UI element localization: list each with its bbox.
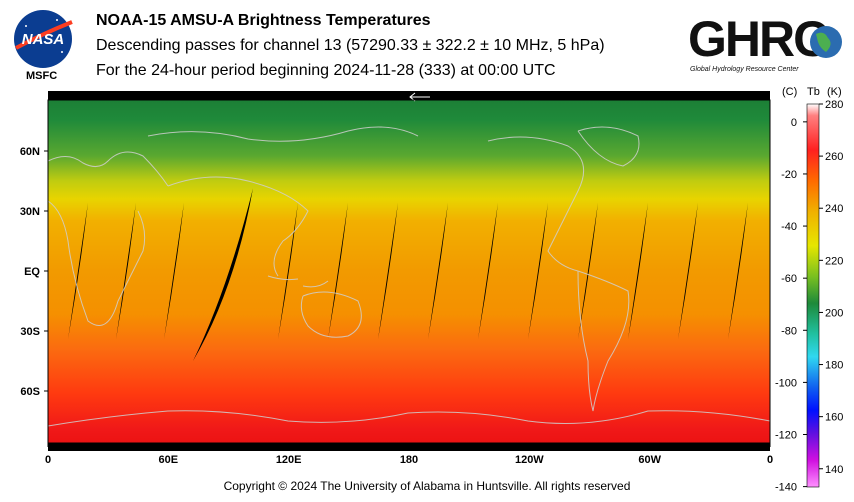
ghrc-logo: GHRC Global Hydrology Resource Center xyxy=(688,11,842,73)
swath-gap xyxy=(578,202,598,340)
svg-text:Global Hydrology Resource Cent: Global Hydrology Resource Center xyxy=(690,66,799,73)
colorbar-k-label: 280 xyxy=(825,99,843,111)
coastlines xyxy=(47,126,771,427)
map-background xyxy=(48,91,770,451)
latitude-label: 30N xyxy=(20,206,40,218)
nasa-logo: NASA xyxy=(14,10,73,68)
swath-gaps xyxy=(68,188,748,361)
swath-gap xyxy=(478,202,498,340)
page-title: NOAA-15 AMSU-A Brightness Temperatures xyxy=(96,12,431,29)
swath-gap xyxy=(278,202,298,340)
africa-coast xyxy=(47,200,146,326)
svg-text:NASA: NASA xyxy=(22,31,65,48)
swath-gap xyxy=(378,202,398,340)
msfc-label: MSFC xyxy=(26,70,58,82)
indonesia xyxy=(267,275,329,288)
swath-gap xyxy=(728,202,748,340)
copyright-footer: Copyright © 2024 The University of Alaba… xyxy=(223,479,631,493)
north-polar-gap xyxy=(48,91,770,100)
longitude-label: 60E xyxy=(159,454,179,466)
longitude-label: 0 xyxy=(767,454,773,466)
longitude-label: 0 xyxy=(45,454,51,466)
south-america-coast xyxy=(577,270,630,412)
europe-coast xyxy=(47,151,169,187)
colorbar-k-label: 240 xyxy=(825,203,843,215)
longitude-label: 120W xyxy=(515,454,544,466)
australia-coast xyxy=(300,291,362,338)
swath-gap xyxy=(68,202,88,340)
colorbar-k-label: 180 xyxy=(825,360,843,372)
period-label: For the 24-hour period beginning 2024-11… xyxy=(96,62,556,79)
colorbar-c-header: (C) xyxy=(782,86,798,98)
latitude-label: EQ xyxy=(24,266,40,278)
colorbar-k-label: 220 xyxy=(825,255,843,267)
north-america-coast xyxy=(487,136,585,272)
swath-gap xyxy=(328,202,348,340)
colorbar-c-label: -140 xyxy=(775,482,797,494)
longitude-label: 120E xyxy=(276,454,302,466)
swath-gap xyxy=(428,202,448,340)
colorbar-k-label: 260 xyxy=(825,151,843,163)
antarctica-coast xyxy=(47,410,771,427)
colorbar-c-label: 0 xyxy=(791,117,797,129)
brightness-map: 0 60E 120E 180 120W 60W 0 60N 30N EQ 30S 60S xyxy=(20,91,773,466)
colorbar-k-label: 200 xyxy=(825,307,843,319)
latitude-label: 60S xyxy=(20,386,40,398)
latitude-label: 30S xyxy=(20,326,40,338)
swath-gap xyxy=(528,202,548,340)
greenland-coast xyxy=(577,126,640,167)
svg-text:GHRC: GHRC xyxy=(688,11,828,67)
longitude-label: 180 xyxy=(400,454,418,466)
longitude-label: 60W xyxy=(638,454,661,466)
page-subtitle: Descending passes for channel 13 (57290.… xyxy=(96,37,605,54)
colorbar-k-label: 160 xyxy=(825,412,843,424)
latitude-label: 60N xyxy=(20,146,40,158)
colorbar: 280 260 240 220 200 180 160 140 0 -20 -40 -60 -80 -10… xyxy=(775,99,843,494)
colorbar-c-label: -20 xyxy=(781,169,797,181)
swath-gap xyxy=(116,202,136,340)
arctic-coast xyxy=(147,126,419,142)
colorbar-tb-header: Tb xyxy=(807,86,820,98)
latitude-ticks: 60N 30N EQ 30S 60S xyxy=(20,146,48,398)
colorbar-c-label: -60 xyxy=(781,273,797,285)
swath-gap xyxy=(678,202,698,340)
colorbar-c-label: -40 xyxy=(781,221,797,233)
colorbar-gradient xyxy=(806,103,820,488)
colorbar-c-label: -80 xyxy=(781,325,797,337)
colorbar-c-label: -100 xyxy=(775,377,797,389)
swath-gap xyxy=(164,202,184,340)
colorbar-k-header: (K) xyxy=(827,86,842,98)
colorbar-c-label: -120 xyxy=(775,430,797,442)
swath-gap xyxy=(628,202,648,340)
longitude-ticks: 0 60E 120E 180 120W 60W 0 xyxy=(45,443,773,466)
asia-coast xyxy=(167,176,309,277)
colorbar-k-label: 140 xyxy=(825,464,843,476)
